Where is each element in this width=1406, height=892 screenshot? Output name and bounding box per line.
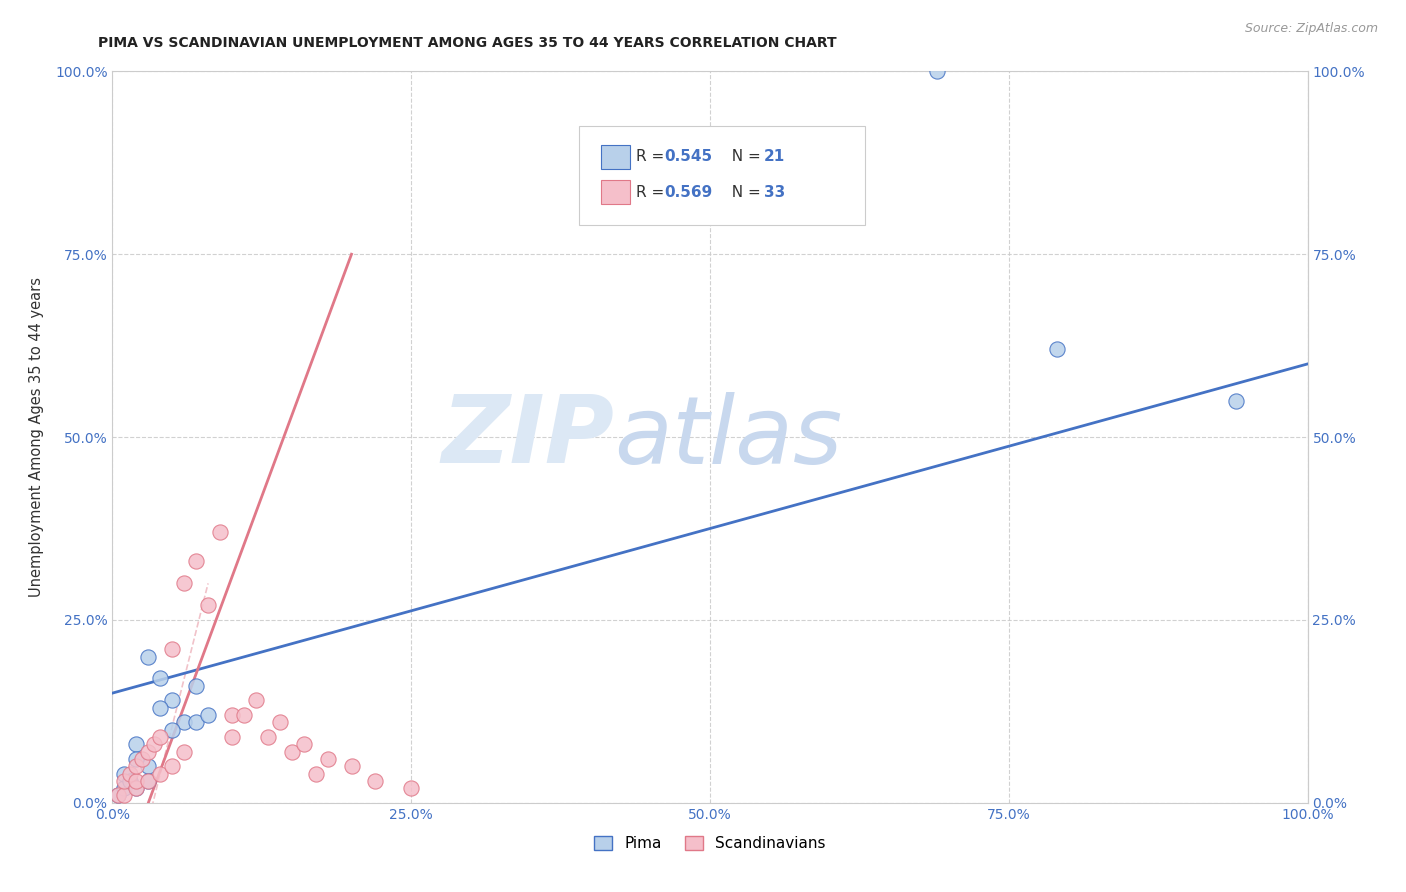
Point xyxy=(114,789,135,803)
Point xyxy=(114,781,135,796)
Point xyxy=(162,759,183,773)
FancyBboxPatch shape xyxy=(602,180,630,203)
Point xyxy=(138,773,160,788)
Point xyxy=(233,708,256,723)
Point xyxy=(364,773,387,788)
Y-axis label: Unemployment Among Ages 35 to 44 years: Unemployment Among Ages 35 to 44 years xyxy=(30,277,44,597)
Point xyxy=(149,730,172,744)
FancyBboxPatch shape xyxy=(579,126,866,225)
FancyBboxPatch shape xyxy=(602,145,630,169)
Point xyxy=(114,766,135,780)
Point xyxy=(125,773,148,788)
Point xyxy=(245,693,267,707)
Text: N =: N = xyxy=(723,185,766,200)
Point xyxy=(186,715,208,730)
Point xyxy=(186,679,208,693)
Text: R =: R = xyxy=(636,150,669,164)
Text: 0.569: 0.569 xyxy=(665,185,713,200)
Point xyxy=(125,781,148,796)
Point xyxy=(120,766,142,780)
Point xyxy=(927,64,949,78)
Text: 0.545: 0.545 xyxy=(665,150,713,164)
Text: ZIP: ZIP xyxy=(441,391,614,483)
Text: atlas: atlas xyxy=(614,392,842,483)
Text: PIMA VS SCANDINAVIAN UNEMPLOYMENT AMONG AGES 35 TO 44 YEARS CORRELATION CHART: PIMA VS SCANDINAVIAN UNEMPLOYMENT AMONG … xyxy=(98,36,837,50)
Point xyxy=(107,789,129,803)
Text: Source: ZipAtlas.com: Source: ZipAtlas.com xyxy=(1244,22,1378,36)
Point xyxy=(143,737,166,751)
Point xyxy=(131,752,153,766)
Text: R =: R = xyxy=(636,185,669,200)
Point xyxy=(281,745,304,759)
Point xyxy=(138,773,160,788)
Point xyxy=(138,649,160,664)
Point xyxy=(125,781,148,796)
Point xyxy=(197,708,219,723)
Point xyxy=(340,759,363,773)
Point xyxy=(120,773,142,788)
Text: 21: 21 xyxy=(763,150,785,164)
Point xyxy=(173,715,195,730)
Legend: Pima, Scandinavians: Pima, Scandinavians xyxy=(588,830,832,857)
Point xyxy=(257,730,280,744)
Point xyxy=(269,715,291,730)
Point xyxy=(305,766,328,780)
Point xyxy=(125,759,148,773)
Point xyxy=(125,737,148,751)
Point xyxy=(221,708,243,723)
Point xyxy=(149,672,172,686)
Point xyxy=(149,766,172,780)
Point xyxy=(125,752,148,766)
Text: N =: N = xyxy=(723,150,766,164)
Point xyxy=(209,525,232,540)
Text: 33: 33 xyxy=(763,185,785,200)
Point xyxy=(186,554,208,568)
Point xyxy=(221,730,243,744)
Point xyxy=(149,700,172,714)
Point xyxy=(1225,393,1247,408)
Point xyxy=(173,576,195,591)
Point xyxy=(401,781,423,796)
Point xyxy=(162,693,183,707)
Point xyxy=(1046,343,1069,357)
Point xyxy=(107,789,129,803)
Point xyxy=(138,745,160,759)
Point xyxy=(162,723,183,737)
Point xyxy=(173,745,195,759)
Point xyxy=(316,752,339,766)
Point xyxy=(138,759,160,773)
Point xyxy=(292,737,315,751)
Point xyxy=(162,642,183,657)
Point xyxy=(114,773,135,788)
Point xyxy=(197,599,219,613)
